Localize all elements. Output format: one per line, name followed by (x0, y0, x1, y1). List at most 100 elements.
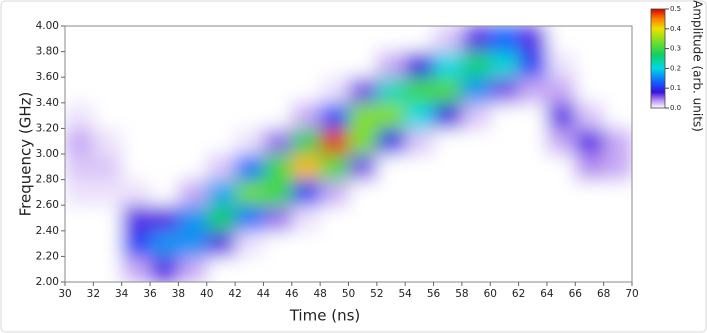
heat-cell (604, 128, 633, 154)
heat-cell (434, 256, 463, 282)
heat-cell (178, 77, 207, 103)
y-tick-label: 4.00 (36, 20, 59, 32)
heat-cell (320, 205, 349, 231)
heat-cell (178, 26, 207, 52)
heat-cell (150, 180, 179, 206)
heat-cell (519, 128, 548, 154)
heat-cell (434, 180, 463, 206)
heat-cell (377, 256, 406, 282)
heat-cell (604, 52, 633, 78)
heat-cell (462, 180, 491, 206)
x-tick-label: 68 (597, 288, 610, 300)
heat-cell (150, 103, 179, 129)
colorbar-tick-label: 0.3 (670, 45, 681, 53)
heat-cell (575, 205, 604, 231)
heat-cell (575, 180, 604, 206)
heat-cell (434, 52, 463, 78)
x-tick-label: 44 (257, 288, 271, 300)
heat-cell (93, 180, 122, 206)
heat-cell (207, 154, 236, 180)
heat-cell (150, 205, 179, 231)
y-tick-label: 2.80 (36, 174, 59, 186)
heat-cell (122, 26, 151, 52)
heat-cell (235, 180, 264, 206)
heat-cell (519, 103, 548, 129)
heat-cell (575, 26, 604, 52)
heat-cell (122, 52, 151, 78)
heat-cell (122, 77, 151, 103)
heat-cell (490, 77, 519, 103)
heat-cell (292, 205, 321, 231)
heat-cell (65, 77, 94, 103)
heat-cell (462, 103, 491, 129)
heat-cell (604, 26, 633, 52)
heat-cell (377, 103, 406, 129)
heat-cell (292, 154, 321, 180)
heat-cell (434, 26, 463, 52)
heat-cell (65, 256, 94, 282)
heat-cell (150, 52, 179, 78)
heat-cell (178, 180, 207, 206)
heat-cell (263, 103, 292, 129)
heat-cell (434, 128, 463, 154)
heat-cell (490, 26, 519, 52)
heat-cell (405, 205, 434, 231)
heat-cell (604, 256, 633, 282)
heat-cell (65, 154, 94, 180)
heat-cell (320, 154, 349, 180)
heat-cell (320, 180, 349, 206)
heat-cell (292, 77, 321, 103)
heat-cell (490, 180, 519, 206)
heat-cell (207, 52, 236, 78)
heat-cell (434, 77, 463, 103)
heat-cell (547, 77, 576, 103)
heat-cell (93, 231, 122, 257)
heat-cell (207, 128, 236, 154)
x-tick-label: 40 (200, 288, 213, 300)
heat-cell (405, 26, 434, 52)
heat-cell (178, 103, 207, 129)
heat-cell (405, 52, 434, 78)
x-tick-label: 70 (625, 288, 638, 300)
heat-cell (292, 103, 321, 129)
heat-cell (519, 52, 548, 78)
x-tick-label: 46 (285, 288, 299, 300)
heat-cell (377, 128, 406, 154)
heat-cell (519, 231, 548, 257)
heat-cell (150, 26, 179, 52)
heat-cell (377, 154, 406, 180)
heat-cell (349, 231, 378, 257)
heat-cell (434, 205, 463, 231)
heat-cell (519, 256, 548, 282)
heat-cell (349, 154, 378, 180)
heat-cell (575, 52, 604, 78)
heat-cell (178, 205, 207, 231)
heat-cell (349, 128, 378, 154)
heat-cell (263, 77, 292, 103)
heat-cell (65, 180, 94, 206)
x-tick-label: 48 (313, 288, 326, 300)
heat-cell (122, 256, 151, 282)
heat-cell (207, 103, 236, 129)
heat-cell (207, 26, 236, 52)
heat-cell (122, 103, 151, 129)
heat-cell (122, 180, 151, 206)
heat-cell (547, 256, 576, 282)
heat-cell (207, 180, 236, 206)
x-tick-label: 50 (342, 288, 355, 300)
heat-cell (349, 205, 378, 231)
heat-cell (377, 180, 406, 206)
x-tick-label: 42 (228, 288, 241, 300)
heat-cell (490, 231, 519, 257)
heat-cell (519, 26, 548, 52)
heat-cell (292, 128, 321, 154)
heat-cell (547, 231, 576, 257)
heat-cell (349, 256, 378, 282)
y-tick-label: 3.60 (36, 71, 59, 83)
heat-cell (235, 205, 264, 231)
heat-cell (320, 103, 349, 129)
heat-cell (405, 231, 434, 257)
heat-cell (519, 180, 548, 206)
heat-cell (320, 52, 349, 78)
heat-cell (93, 128, 122, 154)
